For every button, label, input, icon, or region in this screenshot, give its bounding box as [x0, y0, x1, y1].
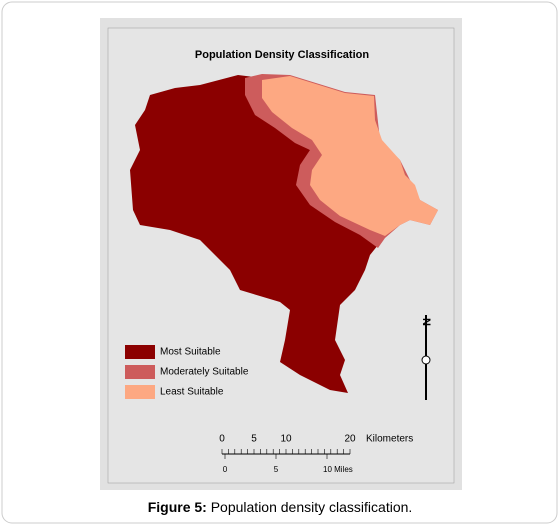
caption-label: Figure 5:: [148, 499, 207, 515]
legend-label: Least Suitable: [160, 387, 224, 398]
north-arrow: N: [420, 315, 432, 400]
km-unit: Kilometers: [366, 434, 413, 445]
km-label: 0: [219, 434, 225, 445]
legend-label: Most Suitable: [160, 347, 221, 358]
caption: Figure 5: Population density classificat…: [148, 499, 413, 515]
legend-swatch: [125, 345, 155, 359]
km-label: 10: [280, 434, 292, 445]
mile-label: 0: [223, 465, 228, 474]
mile-label: 5: [274, 465, 279, 474]
legend-swatch: [125, 365, 155, 379]
scale-bar: 0 5 10 20 Kilometers 0 5 10 Miles: [219, 434, 413, 474]
legend-label: Moderately Suitable: [160, 367, 249, 378]
legend: Most Suitable Moderately Suitable Least Su…: [125, 345, 249, 399]
km-label: 5: [251, 434, 257, 445]
mile-label: 10 Miles: [323, 465, 353, 474]
map-title: Population Density Classification: [195, 49, 369, 61]
caption-text: Population density classification.: [211, 499, 413, 515]
region-least: [262, 76, 438, 236]
legend-swatch: [125, 385, 155, 399]
region-most: [130, 75, 378, 393]
km-label: 20: [344, 434, 356, 445]
north-label: N: [420, 318, 432, 326]
north-circle: [421, 355, 431, 365]
